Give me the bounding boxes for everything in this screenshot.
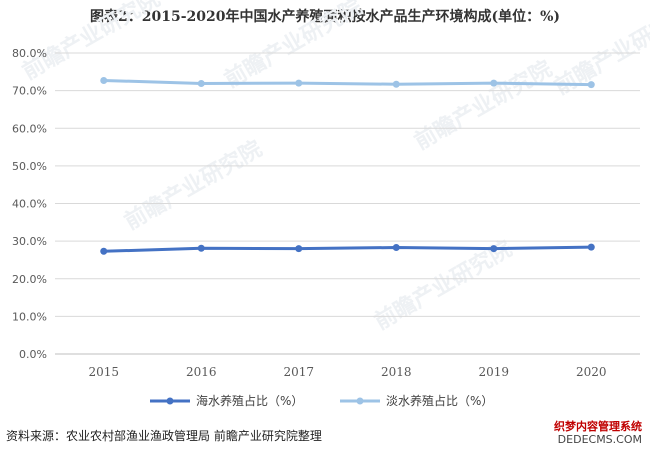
x-tick-label: 2020 <box>576 365 607 379</box>
source-note: 资料来源：农业农村部渔业渔政管理局 前瞻产业研究院整理 <box>6 429 322 443</box>
y-tick-label: 40.0% <box>12 198 47 211</box>
legend-swatch-marker <box>356 397 364 405</box>
data-point <box>392 80 400 88</box>
y-tick-label: 0.0% <box>19 348 47 361</box>
y-tick-label: 50.0% <box>12 160 47 173</box>
legend: 海水养殖占比（%） 淡水养殖占比（%） <box>150 393 493 408</box>
watermark-text: 前瞻产业研究院 <box>120 136 266 236</box>
y-tick-label: 60.0% <box>12 122 47 135</box>
data-point <box>587 243 595 251</box>
x-tick-label: 2018 <box>381 365 412 379</box>
watermark-layer: 前瞻产业研究院 前瞻产业研究院前瞻产业研究院前瞻产业研究院前瞻产业研究院前瞻产业研… <box>18 0 650 335</box>
series-line <box>102 78 593 87</box>
legend-label: 海水养殖占比（%） <box>196 393 303 408</box>
series-layer <box>100 76 595 255</box>
data-point <box>197 79 205 87</box>
data-point <box>490 79 498 87</box>
watermark-line-2: DEDECMS.COM <box>557 433 642 446</box>
legend-item: 海水养殖占比（%） <box>150 393 303 408</box>
legend-item: 淡水养殖占比（%） <box>340 393 493 408</box>
data-point <box>490 245 498 253</box>
x-axis-ticks: 2015 2016 2017 2018 2019 2020 <box>88 365 606 379</box>
x-tick-label: 2017 <box>283 365 314 379</box>
y-axis-ticks: 0.0% 10.0% 20.0% 30.0% 40.0% 50.0% 60.0% 70.0% 8… <box>12 47 47 361</box>
y-tick-label: 20.0% <box>12 273 47 286</box>
chart-title: 图表2：2015-2020年中国水产养殖面积按水产品生产环境构成(单位：%) <box>89 9 561 25</box>
x-tick-label: 2015 <box>88 365 119 379</box>
watermark-text: 前瞻产业研究院 <box>220 0 366 93</box>
data-point <box>392 244 400 252</box>
x-tick-label: 2019 <box>478 365 509 379</box>
series-line <box>102 245 593 253</box>
data-point <box>100 76 108 84</box>
legend-label: 淡水养殖占比（%） <box>386 393 493 408</box>
data-point <box>295 245 303 253</box>
site-watermark: 织梦内容管理系统 DEDECMS.COM <box>554 420 642 446</box>
gridlines <box>55 52 640 355</box>
legend-swatch-marker <box>166 397 174 405</box>
watermark-text: 前瞻产业研究院 <box>410 56 556 156</box>
watermark-text: 前瞻产业研究院 <box>18 0 164 85</box>
data-point <box>587 81 595 89</box>
y-tick-label: 10.0% <box>12 310 47 323</box>
y-tick-label: 80.0% <box>12 47 47 60</box>
x-tick-label: 2016 <box>186 365 217 379</box>
data-point <box>197 244 205 252</box>
series-2 <box>100 76 595 89</box>
y-tick-label: 70.0% <box>12 85 47 98</box>
data-point <box>295 79 303 87</box>
data-point <box>100 247 108 255</box>
series-1 <box>100 243 595 255</box>
y-tick-label: 30.0% <box>12 235 47 248</box>
watermark-line-1: 织梦内容管理系统 <box>554 420 642 433</box>
